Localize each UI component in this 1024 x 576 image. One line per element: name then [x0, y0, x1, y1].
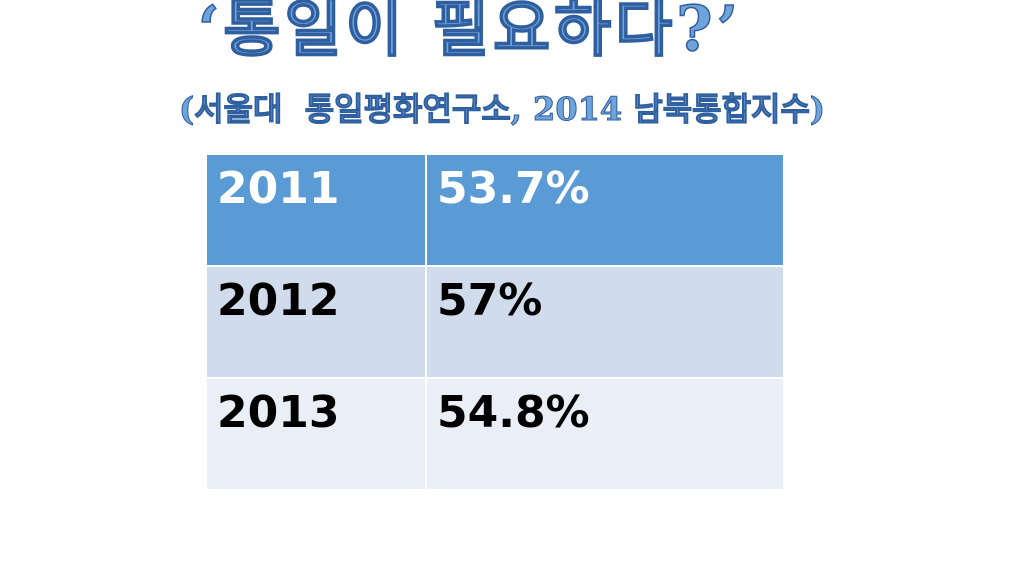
- data-table: 2011 53.7% 2012 57% 2013 54.8%: [205, 153, 785, 491]
- year-cell: 2013: [205, 377, 427, 491]
- value-cell: 54.8%: [425, 377, 785, 491]
- value-cell: 53.7%: [425, 153, 785, 267]
- table-body: 2011 53.7% 2012 57% 2013 54.8%: [205, 153, 785, 491]
- table-row: 2012 57%: [205, 265, 785, 379]
- table-row: 2011 53.7%: [205, 153, 785, 267]
- year-cell: 2012: [205, 265, 427, 379]
- year-cell: 2011: [205, 153, 427, 267]
- title: ‘통일이 필요하다?’: [197, 0, 743, 66]
- table-row: 2013 54.8%: [205, 377, 785, 491]
- value-cell: 57%: [425, 265, 785, 379]
- subtitle: (서울대 통일평화연구소, 2014 남북통합지수): [178, 90, 826, 129]
